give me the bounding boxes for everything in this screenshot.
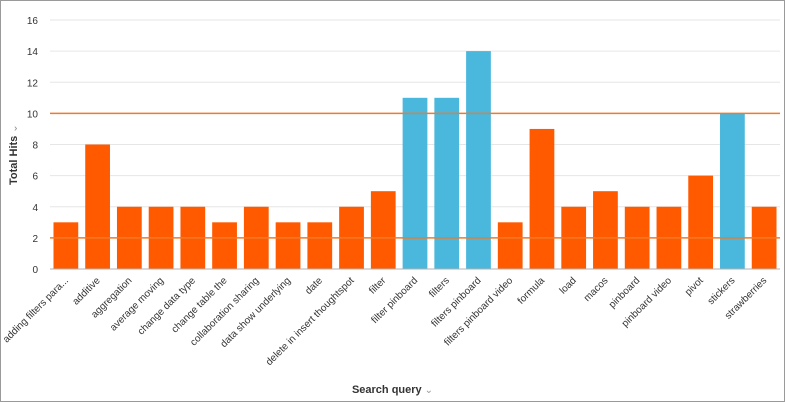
x-tick-label: change data type (136, 275, 198, 337)
chevron-down-icon[interactable]: ⌄ (424, 385, 434, 396)
x-tick-label: macos (582, 275, 611, 304)
bar[interactable] (307, 222, 333, 269)
x-tick-label: load (558, 275, 579, 296)
x-axis-title[interactable]: Search query ⌄ (0, 384, 785, 396)
bar[interactable] (85, 144, 110, 270)
y-tick-label: 6 (32, 172, 38, 183)
x-tick-label: pivot (683, 275, 706, 298)
y-tick-label: 16 (27, 16, 39, 27)
x-tick-label: filter (367, 275, 389, 297)
x-tick-label: filters (427, 275, 452, 300)
bar[interactable] (212, 222, 237, 269)
bar[interactable] (466, 51, 491, 269)
bar[interactable] (593, 191, 618, 269)
bar[interactable] (688, 175, 714, 269)
x-axis-title-text: Search query (351, 384, 422, 396)
y-tick-label: 4 (32, 203, 38, 214)
x-tick-label: date (303, 275, 325, 297)
chevron-down-icon[interactable]: ⌄ (9, 124, 20, 133)
y-tick-label: 14 (27, 47, 39, 58)
y-tick-label: 0 (32, 265, 38, 276)
x-tick-label: formula (516, 275, 548, 307)
bar[interactable] (370, 191, 396, 269)
y-axis-title[interactable]: Total Hits ⌄ (8, 124, 20, 185)
x-tick-label: adding filters para... (1, 275, 71, 345)
bar[interactable] (497, 222, 523, 269)
y-tick-label: 12 (27, 78, 39, 89)
y-tick-label: 8 (32, 141, 38, 152)
y-tick-label: 2 (32, 234, 38, 245)
bar[interactable] (402, 97, 428, 269)
bar[interactable] (720, 113, 745, 269)
y-tick-label: 10 (27, 109, 39, 120)
bar[interactable] (529, 128, 555, 269)
x-tick-label: stickers (706, 275, 738, 307)
y-axis-title-text: Total Hits (8, 135, 20, 185)
bar[interactable] (275, 222, 301, 269)
bar[interactable] (434, 97, 460, 269)
bar[interactable] (53, 222, 79, 269)
x-tick-label: change table the (170, 275, 230, 335)
